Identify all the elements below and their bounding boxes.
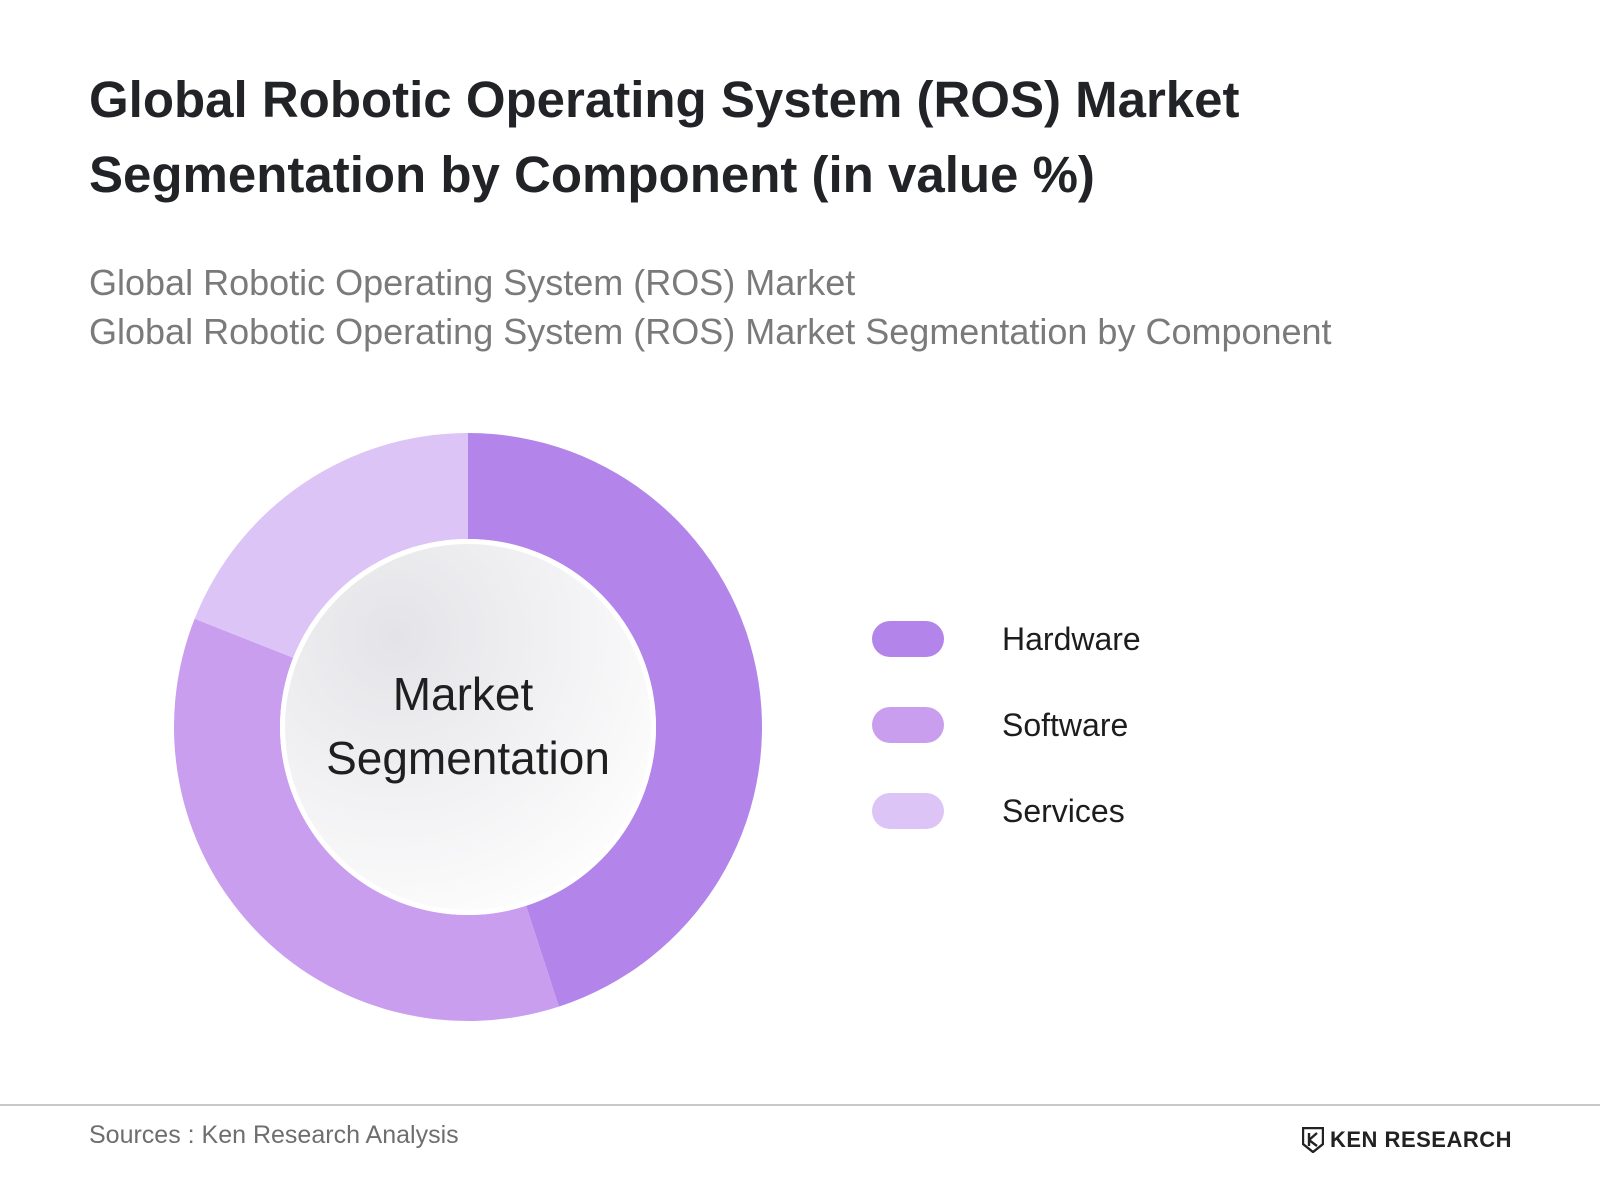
legend-swatch-services [872, 793, 944, 829]
legend-label-hardware: Hardware [1002, 621, 1141, 657]
legend-label-software: Software [1002, 707, 1129, 743]
source-note: Sources : Ken Research Analysis [89, 1121, 459, 1149]
ken-research-logo-icon [1302, 1127, 1324, 1153]
brand-name: KEN RESEARCH [1330, 1127, 1513, 1152]
donut-center-disc [285, 544, 651, 910]
title-line-1: Global Robotic Operating System (ROS) Ma… [89, 71, 1240, 128]
legend-item-services: Services [872, 787, 1292, 873]
legend-item-hardware: Hardware [872, 615, 1292, 701]
subtitle-line-1: Global Robotic Operating System (ROS) Ma… [89, 262, 856, 303]
legend-label-services: Services [1002, 793, 1125, 829]
title-line-2: Segmentation by Component (in value %) [89, 146, 1095, 203]
donut-slices [174, 433, 762, 1022]
subtitle-line-2: Global Robotic Operating System (ROS) Ma… [89, 311, 1332, 352]
chart-subtitle: Global Robotic Operating System (ROS) Ma… [89, 258, 1539, 356]
legend-swatch-hardware [872, 621, 944, 657]
brand-logo: KEN RESEARCH [1302, 1126, 1512, 1154]
donut-slice-services [194, 433, 469, 658]
footer-divider [0, 1104, 1600, 1106]
chart-title: Global Robotic Operating System (ROS) Ma… [89, 62, 1439, 212]
chart-legend: Hardware Software Services [872, 615, 1292, 873]
legend-swatch-software [872, 707, 944, 743]
legend-item-software: Software [872, 701, 1292, 787]
donut-slice-hardware [468, 433, 762, 1007]
donut-slice-software [174, 618, 559, 1022]
center-label-line-2: Segmentation [326, 732, 610, 784]
center-label-line-1: Market [393, 668, 534, 720]
donut-chart: Market Segmentation [174, 433, 762, 1022]
